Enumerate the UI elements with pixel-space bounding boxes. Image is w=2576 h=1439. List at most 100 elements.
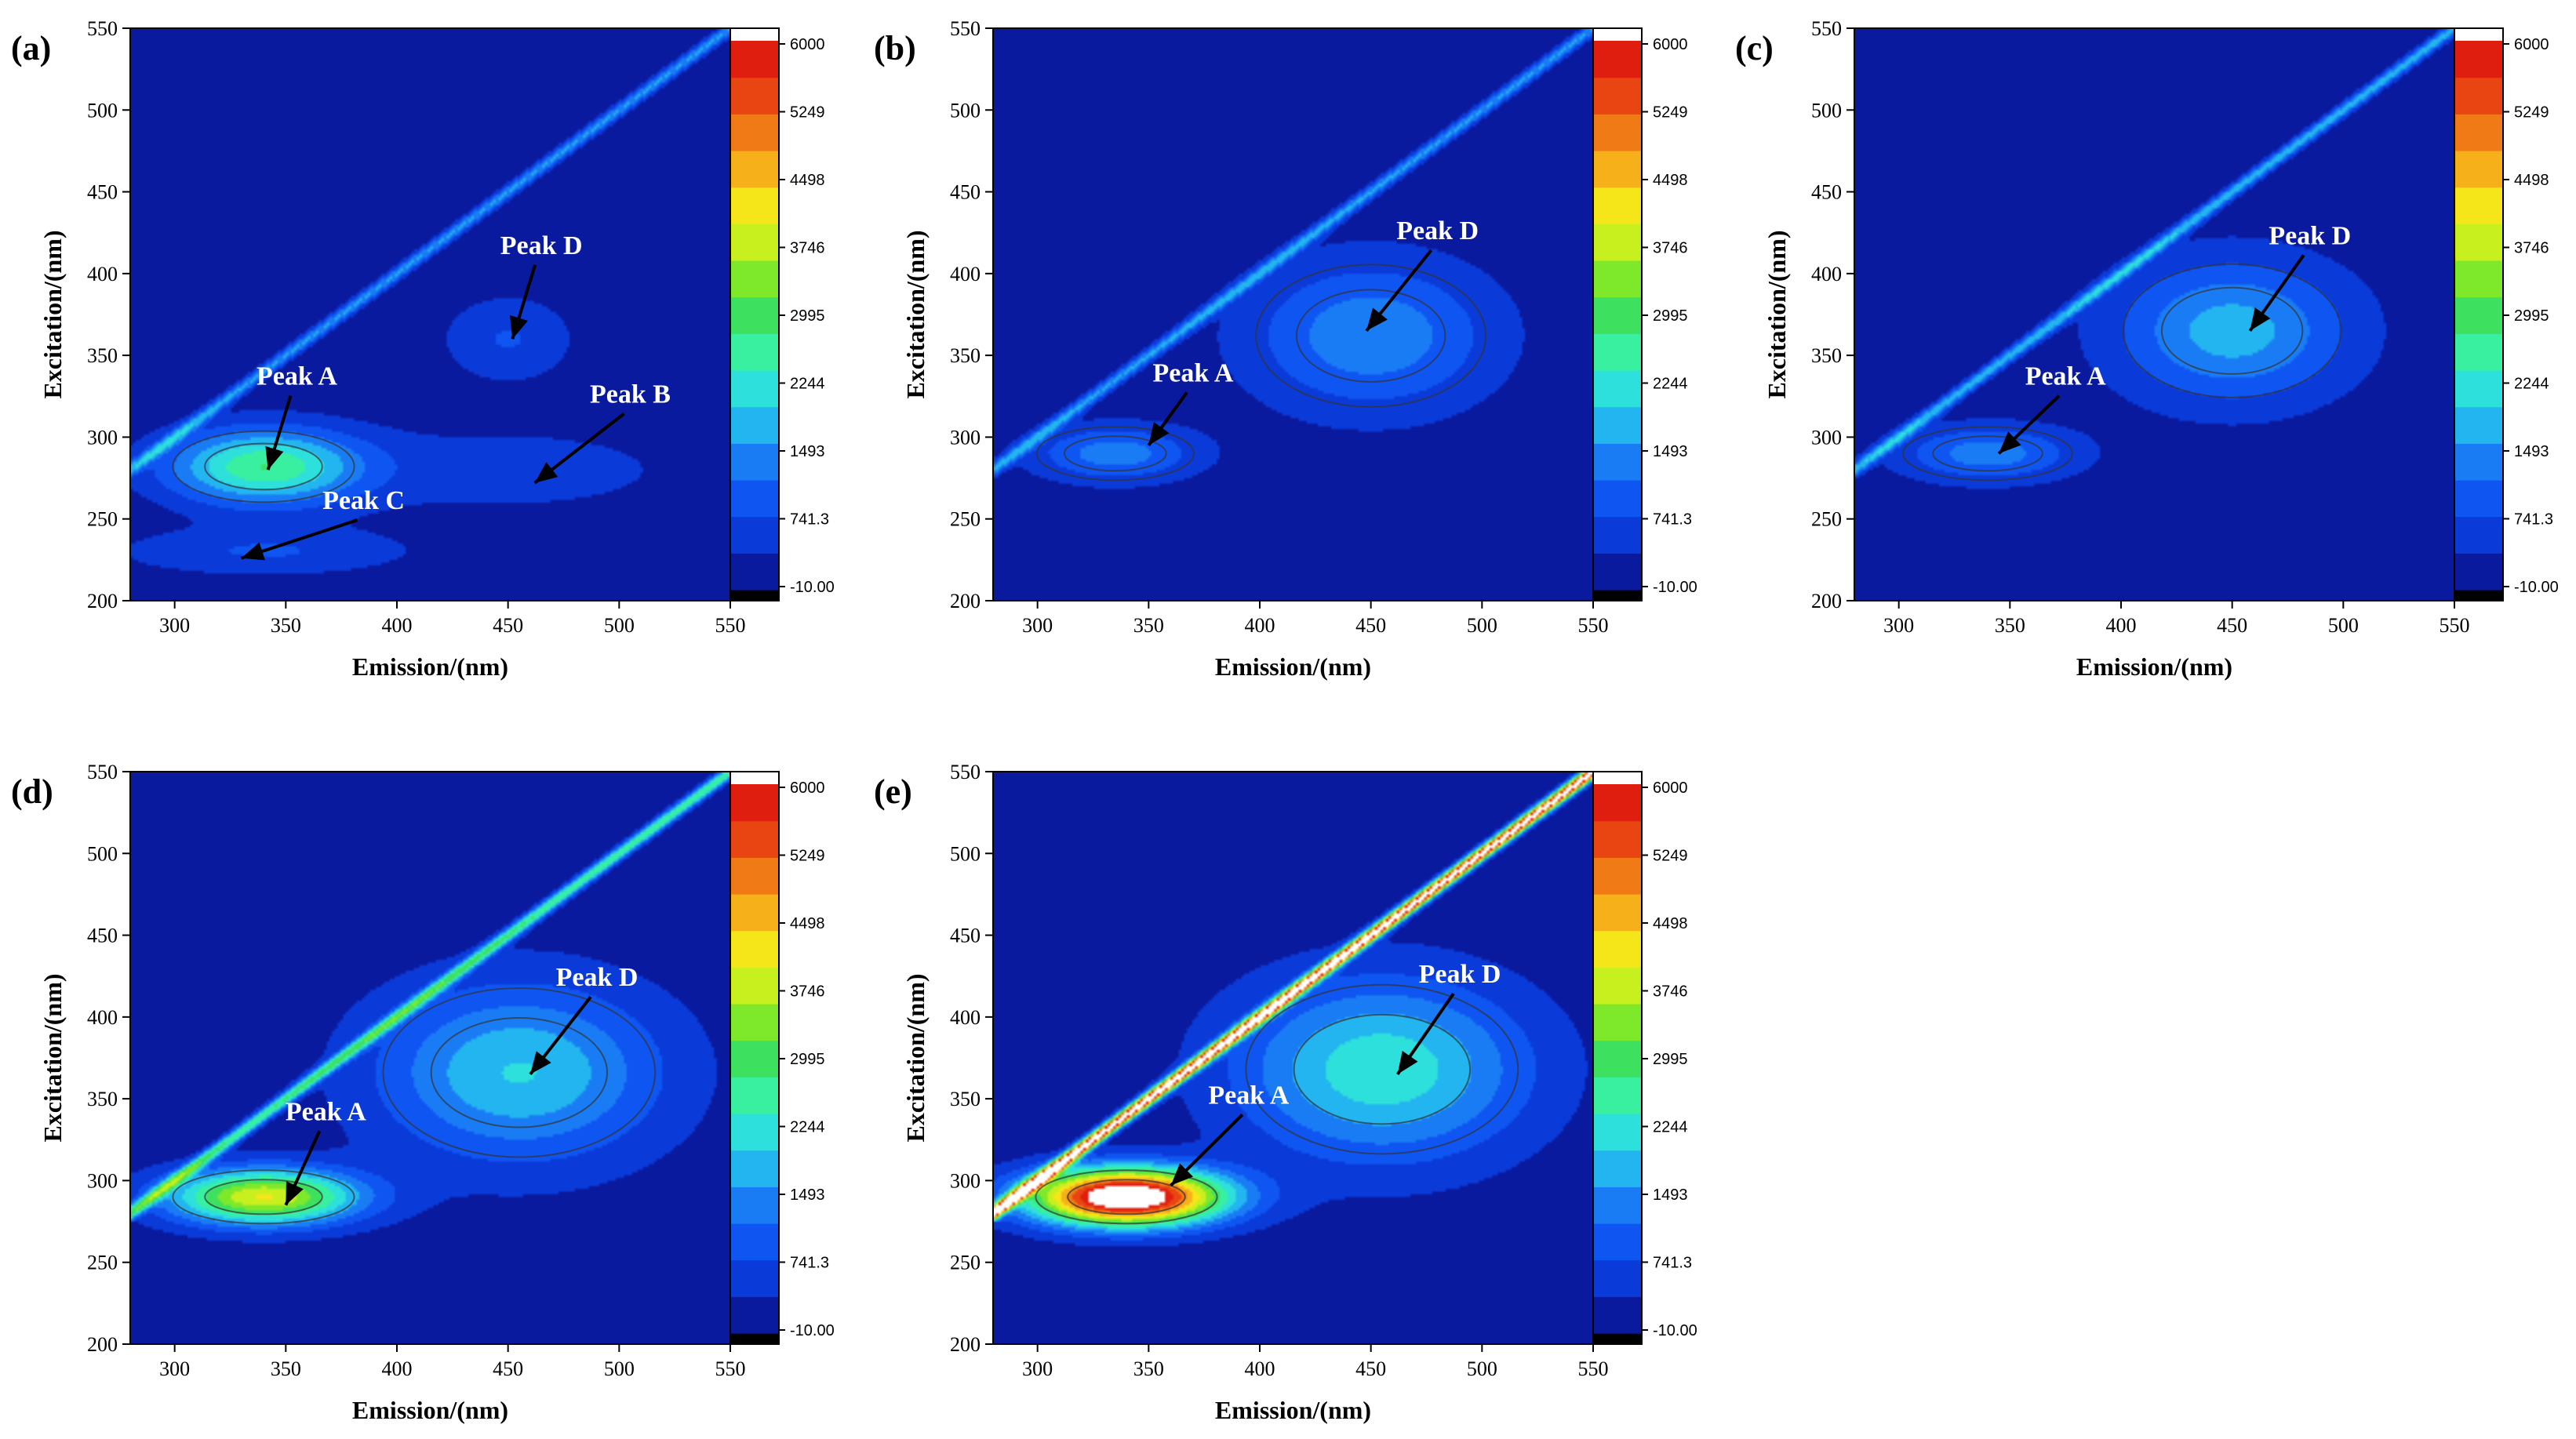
y-tick-label: 400 <box>87 263 118 285</box>
colorbar-segment <box>730 187 779 224</box>
contour-line <box>2160 286 2304 375</box>
colorbar-tick-label: 4498 <box>790 172 825 189</box>
contour-line <box>172 430 355 503</box>
colorbar-segment <box>730 1296 779 1334</box>
colorbar-segment <box>1593 930 1642 968</box>
colorbar-segment <box>2454 41 2503 78</box>
colorbar-tick-label: 6000 <box>1653 779 1688 797</box>
colorbar-segment <box>1593 784 1642 822</box>
x-tick-label: 300 <box>159 1357 190 1380</box>
colorbar-segment <box>1593 77 1642 114</box>
colorbar-segment <box>1593 553 1642 590</box>
contour-line <box>382 987 657 1158</box>
y-tick-label: 200 <box>1811 590 1842 612</box>
y-tick-label: 400 <box>950 1006 981 1029</box>
x-tick-label: 500 <box>2328 614 2359 637</box>
y-tick-label: 500 <box>87 99 118 122</box>
colorbar-tick-label: 1493 <box>790 443 825 460</box>
x-tick-label: 550 <box>1578 614 1609 637</box>
x-tick-label: 300 <box>159 614 190 637</box>
colorbar-tick-label: 741.3 <box>2514 511 2553 529</box>
y-tick-label: 350 <box>87 1088 118 1110</box>
x-tick-label: 450 <box>1355 1357 1386 1380</box>
colorbar-segment <box>730 41 779 78</box>
colorbar-segment <box>730 260 779 298</box>
colorbar-segment <box>1593 41 1642 78</box>
y-tick-label: 250 <box>950 1252 981 1274</box>
colorbar-segment <box>1593 151 1642 188</box>
colorbar-segment <box>730 1259 779 1297</box>
y-tick-label: 350 <box>950 344 981 367</box>
x-axis-title: Emission/(nm) <box>1215 1396 1371 1424</box>
x-tick-label: 500 <box>1467 614 1497 637</box>
peak-label: Peak D <box>1419 960 1501 989</box>
colorbar-tick-label: 5249 <box>1653 104 1688 122</box>
colorbar-segment <box>1593 406 1642 444</box>
x-tick-label: 300 <box>1022 614 1053 637</box>
colorbar-tick-label: 2244 <box>790 1119 825 1136</box>
y-axis-title: Excitation/(nm) <box>38 230 67 398</box>
colorbar-tick-label: -10.00 <box>2514 579 2559 596</box>
heatmap-surface <box>130 28 730 601</box>
colorbar-tick-label: 1493 <box>790 1186 825 1204</box>
y-tick-label: 450 <box>1811 181 1842 204</box>
x-tick-label: 350 <box>1133 1357 1164 1380</box>
colorbar-segment <box>730 1186 779 1224</box>
colorbar-segment <box>2454 77 2503 114</box>
peak-label: Peak D <box>556 963 639 992</box>
panel-label: (a) <box>11 29 51 67</box>
colorbar-segment <box>1593 187 1642 224</box>
panel-3: 300 350 400 450 500 550 200 250 300 350 400 450 500 5… <box>11 761 835 1424</box>
x-tick-label: 500 <box>604 1357 635 1380</box>
y-tick-label: 350 <box>1811 344 1842 367</box>
y-tick-label: 200 <box>950 1333 981 1356</box>
colorbar-segment <box>1593 223 1642 261</box>
peak-label: Peak B <box>590 380 671 409</box>
colorbar-tick-label: -10.00 <box>790 579 835 596</box>
colorbar-segment <box>2454 590 2503 601</box>
panel-0: 300 350 400 450 500 550 200 250 300 350 400 450 500 5… <box>11 17 835 681</box>
colorbar-segment <box>2454 223 2503 261</box>
colorbar-segment <box>1593 1223 1642 1261</box>
contour-line <box>1064 435 1167 472</box>
colorbar-segment <box>1593 296 1642 334</box>
colorbar-segment <box>1593 1077 1642 1114</box>
y-tick-label: 300 <box>950 426 981 449</box>
colorbar-segment <box>1593 480 1642 518</box>
colorbar-tick-label: 2244 <box>2514 376 2549 393</box>
peak-arrowhead <box>1999 431 2021 454</box>
colorbar-tick-label: 3746 <box>1653 240 1688 257</box>
colorbar-tick-label: -10.00 <box>1653 579 1697 596</box>
colorbar-segment <box>730 820 779 858</box>
colorbar-segment <box>1593 1186 1642 1224</box>
colorbar-tick-label: 741.3 <box>790 511 829 529</box>
y-tick-label: 300 <box>87 426 118 449</box>
y-axis-title: Excitation/(nm) <box>901 973 930 1142</box>
x-tick-label: 300 <box>1883 614 1914 637</box>
colorbar-segment <box>2454 480 2503 518</box>
colorbar-segment <box>730 114 779 151</box>
colorbar-tick-label: 741.3 <box>790 1255 829 1272</box>
colorbar-segment <box>730 1040 779 1077</box>
x-tick-label: 450 <box>2217 614 2247 637</box>
colorbar-tick-label: -10.00 <box>1653 1322 1697 1339</box>
contour-line <box>1255 263 1487 408</box>
x-tick-label: 450 <box>493 1357 523 1380</box>
x-axis-title: Emission/(nm) <box>1215 652 1371 681</box>
colorbar-segment <box>1593 1114 1642 1151</box>
contour-line <box>1245 983 1519 1155</box>
colorbar-tick-label: 4498 <box>1653 172 1688 189</box>
x-tick-label: 550 <box>1578 1357 1609 1380</box>
x-tick-label: 350 <box>1133 614 1164 637</box>
colorbar-segment <box>2454 260 2503 298</box>
colorbar-segment <box>730 553 779 590</box>
colorbar-tick-label: 4498 <box>2514 172 2549 189</box>
y-tick-label: 500 <box>87 842 118 865</box>
colorbar-segment <box>1593 967 1642 1005</box>
x-tick-label: 350 <box>271 1357 301 1380</box>
colorbar-segment <box>730 784 779 822</box>
colorbar-tick-label: 5249 <box>1653 848 1688 865</box>
panel-1: 300 350 400 450 500 550 200 250 300 350 400 450 500 5… <box>874 17 1697 681</box>
peak-arrowhead <box>1366 307 1388 331</box>
